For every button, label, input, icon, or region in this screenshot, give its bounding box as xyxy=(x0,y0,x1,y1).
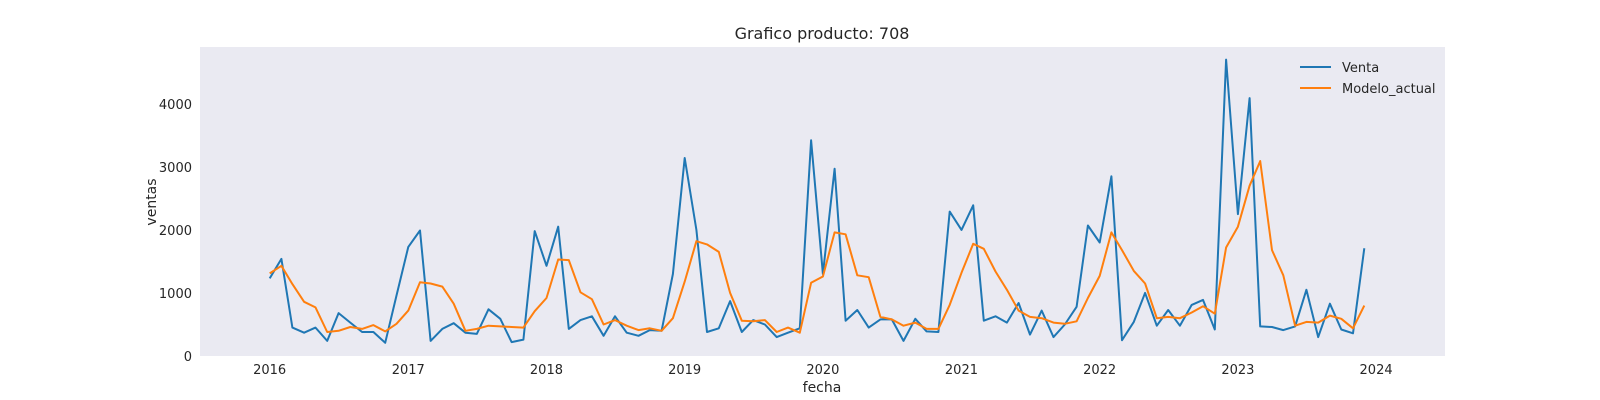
y-tick-label: 4000 xyxy=(159,98,192,113)
y-tick-label: 2000 xyxy=(159,224,192,239)
y-tick-label: 1000 xyxy=(159,287,192,302)
plot-area xyxy=(200,47,1445,356)
x-tick-label: 2017 xyxy=(392,363,425,378)
legend-label-venta: Venta xyxy=(1342,61,1379,76)
x-tick-label: 2020 xyxy=(806,363,839,378)
x-tick-label: 2016 xyxy=(253,363,286,378)
x-tick-label: 2019 xyxy=(668,363,701,378)
x-tick-label: 2024 xyxy=(1360,363,1393,378)
y-tick-label: 3000 xyxy=(159,161,192,176)
x-tick-label: 2022 xyxy=(1083,363,1116,378)
legend: Venta Modelo_actual xyxy=(1300,61,1436,97)
legend-label-modelo-actual: Modelo_actual xyxy=(1342,82,1436,97)
x-axis-label: fecha xyxy=(803,380,842,396)
series-lines xyxy=(268,58,1366,344)
y-axis-label: ventas xyxy=(144,178,160,225)
y-tick-label: 0 xyxy=(184,350,192,365)
x-tick-label: 2018 xyxy=(530,363,563,378)
x-axis: 2016 2017 2018 2019 2020 2021 2022 2023 2024 xyxy=(253,363,1393,378)
series-line-modelo-actual xyxy=(269,160,1366,334)
y-axis: 0 1000 2000 3000 4000 xyxy=(159,98,192,365)
x-tick-label: 2021 xyxy=(945,363,978,378)
chart-title: Grafico producto: 708 xyxy=(735,24,910,43)
series-line-venta xyxy=(268,58,1366,344)
x-tick-label: 2023 xyxy=(1221,363,1254,378)
